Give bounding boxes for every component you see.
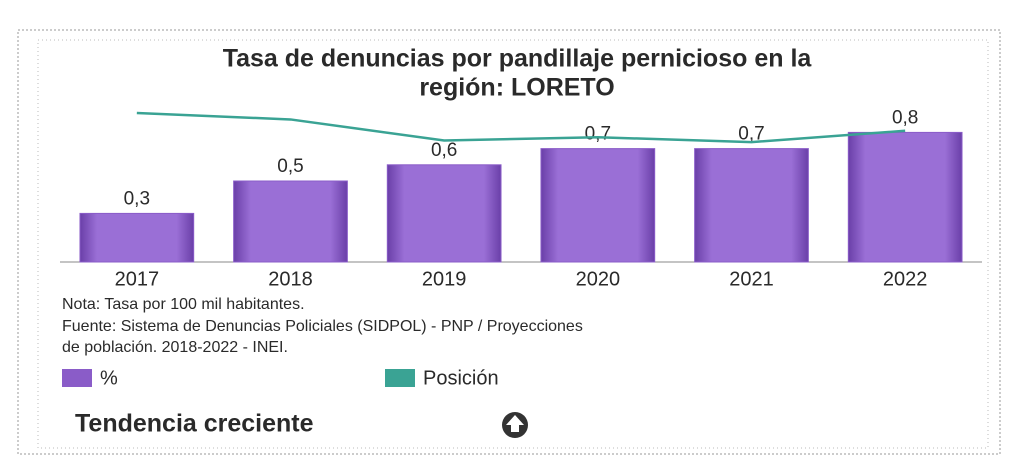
legend-label: Posición: [423, 367, 499, 389]
x-tick-label: 2021: [729, 268, 774, 290]
bar: [233, 180, 348, 263]
frame: [17, 29, 1001, 455]
legend-swatch: [385, 369, 415, 387]
x-tick-label: 2019: [422, 268, 467, 290]
bar: [540, 148, 656, 263]
bar: [79, 212, 195, 263]
bar: [386, 164, 502, 263]
note: de población. 2018-2022 - INEI.: [62, 339, 288, 356]
inner-frame: [37, 39, 989, 449]
line: [136, 111, 906, 144]
x-tick-label: 2018: [268, 268, 313, 290]
data-label: 0,8: [892, 107, 918, 128]
data-label: 0,7: [738, 124, 764, 145]
legend-swatch: [62, 369, 92, 387]
x-tick-label: 2022: [883, 268, 928, 290]
note: Fuente: Sistema de Denuncias Policiales …: [62, 318, 583, 335]
chart-title: región: LORETO: [419, 74, 614, 102]
data-label: 0,7: [585, 124, 611, 145]
chart-title: Tasa de denuncias por pandillaje pernici…: [223, 45, 813, 73]
data-label: 0,5: [277, 156, 303, 177]
trend: Tendencia creciente: [75, 410, 314, 438]
bar: [694, 148, 809, 263]
data-label: 0,6: [431, 140, 457, 161]
data-label: 0,3: [124, 188, 150, 209]
trend-icon: [502, 412, 528, 438]
legend-label: %: [100, 367, 118, 389]
x-tick-label: 2020: [576, 268, 621, 290]
note: Nota: Tasa por 100 mil habitantes.: [62, 296, 305, 313]
bar: [847, 131, 963, 263]
x-tick-label: 2017: [115, 268, 160, 290]
